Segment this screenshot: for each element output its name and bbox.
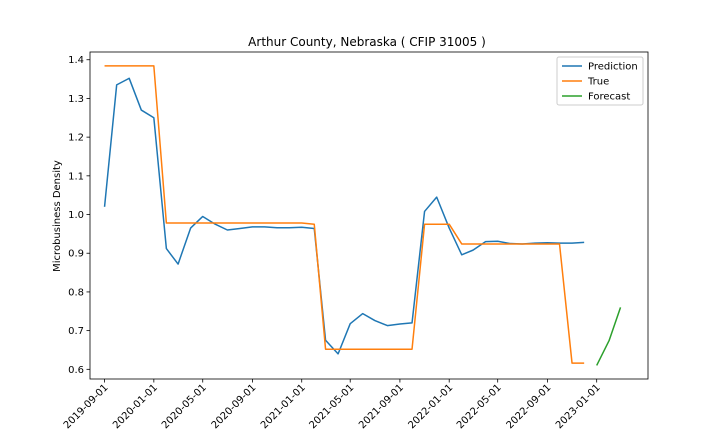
legend: Prediction True Forecast xyxy=(556,56,644,106)
series-line-true xyxy=(104,65,585,364)
y-axis-label: Microbusiness Density xyxy=(52,160,63,272)
legend-box xyxy=(556,56,644,106)
y-tick-label: 1.1 xyxy=(68,171,84,182)
plot-area xyxy=(103,65,622,366)
y-tick-label: 0.6 xyxy=(68,365,84,376)
legend-label-true: True xyxy=(587,77,609,88)
chart-title: Arthur County, Nebraska ( CFIP 31005 ) xyxy=(248,35,486,49)
legend-label-forecast: Forecast xyxy=(588,92,630,103)
y-tick-label: 0.9 xyxy=(68,249,84,260)
y-tick-label: 1.3 xyxy=(68,94,84,105)
y-tick-label: 1.4 xyxy=(68,55,84,66)
series-line-forecast xyxy=(596,307,622,366)
series-line-prediction xyxy=(103,77,585,355)
axes-frame xyxy=(89,51,649,380)
y-tick-label: 0.8 xyxy=(68,287,84,298)
y-tick-label: 1.2 xyxy=(68,133,84,144)
y-tick-label: 1.0 xyxy=(68,210,84,221)
legend-label-prediction: Prediction xyxy=(588,62,638,73)
y-tick-label: 0.7 xyxy=(68,326,84,337)
